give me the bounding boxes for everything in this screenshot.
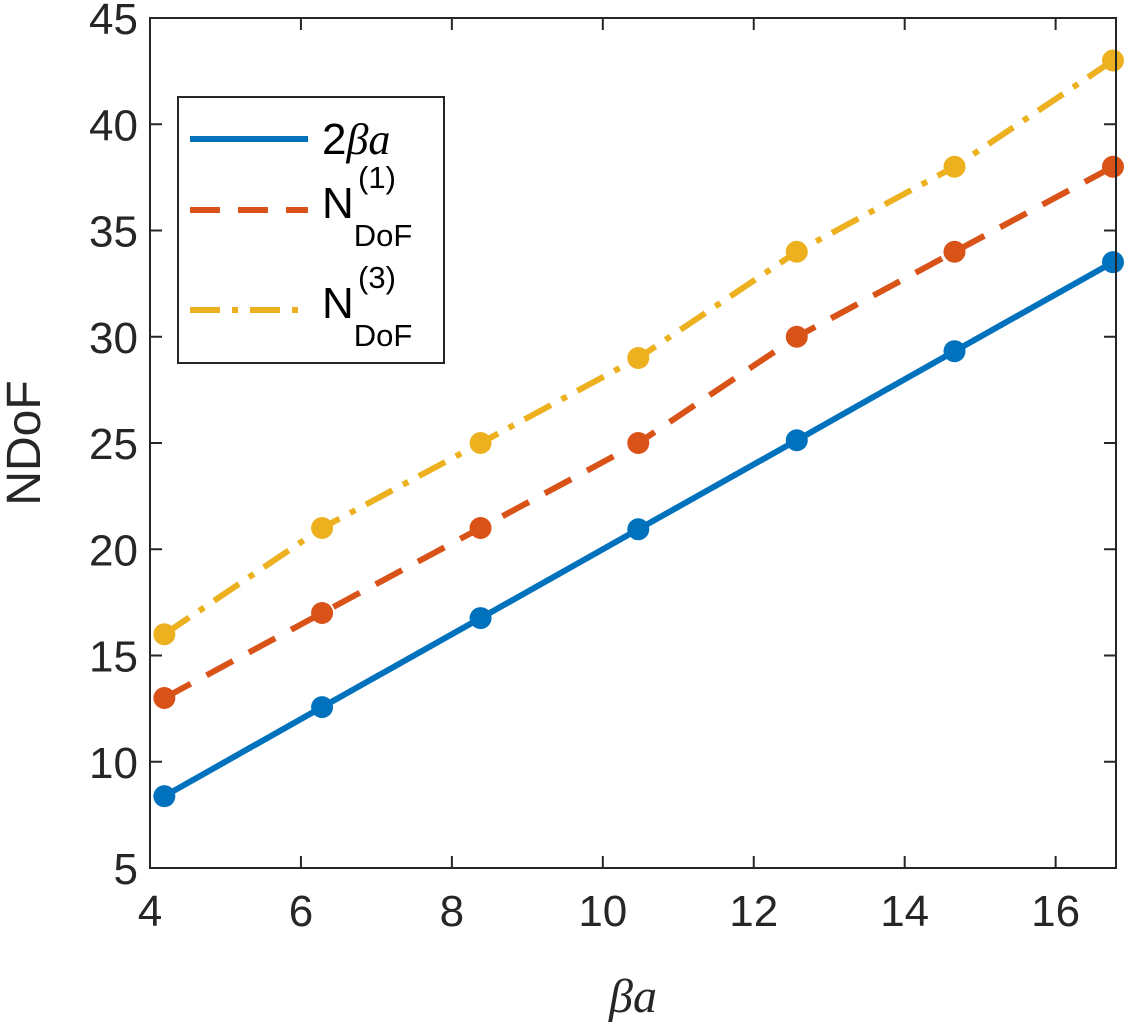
y-tick-label: 15 xyxy=(89,633,138,682)
series-0-point xyxy=(153,785,176,808)
series-2-point xyxy=(153,623,176,646)
x-tick-label: 10 xyxy=(578,887,627,936)
series-2-point xyxy=(469,432,492,454)
x-axis-ticks: 4 6 8 10 12 14 16 xyxy=(138,18,1080,936)
series-2-point xyxy=(1101,49,1124,72)
series-1-point xyxy=(943,240,966,263)
y-axis-title: NDoF xyxy=(0,380,51,505)
series-1-point xyxy=(469,517,492,539)
series-1-point xyxy=(785,325,808,348)
legend-entry-ndof-1: NDoF(1) xyxy=(322,160,412,253)
series-1-point xyxy=(627,432,650,454)
series-0-point xyxy=(943,340,966,363)
y-tick-label: 40 xyxy=(89,101,138,150)
series-2-point xyxy=(627,347,650,369)
series-0-point xyxy=(469,607,492,630)
series-2-point xyxy=(785,240,808,263)
y-tick-label: 10 xyxy=(89,739,138,788)
y-tick-label: 35 xyxy=(89,208,138,257)
legend: 2βa NDoF(1) NDoF(3) xyxy=(177,96,445,364)
series-layer xyxy=(153,49,1124,808)
series-0-point xyxy=(627,518,650,541)
series-1-point xyxy=(311,602,334,624)
x-tick-label: 14 xyxy=(880,887,929,936)
x-tick-label: 16 xyxy=(1031,887,1080,936)
series-1-point xyxy=(1101,155,1124,178)
series-0-point xyxy=(311,696,334,719)
y-tick-label: 45 xyxy=(89,0,138,44)
x-tick-label: 12 xyxy=(729,887,778,936)
x-tick-label: 8 xyxy=(440,887,464,936)
y-axis-ticks: 5 10 15 20 25 30 35 40 45 xyxy=(89,0,1116,894)
legend-entry-ndof-3: NDoF(3) xyxy=(322,260,412,353)
y-tick-label: 25 xyxy=(89,420,138,469)
series-2-point xyxy=(311,517,334,539)
series-2-point xyxy=(943,155,966,178)
series-0-point xyxy=(785,429,808,452)
y-tick-label: 30 xyxy=(89,314,138,363)
x-axis-title: βa xyxy=(608,970,657,1023)
x-tick-label: 4 xyxy=(138,887,162,936)
y-tick-label: 5 xyxy=(114,845,138,894)
legend-entry-2beta-a: 2βa xyxy=(322,115,390,164)
series-1-point xyxy=(153,687,176,709)
y-tick-label: 20 xyxy=(89,526,138,575)
x-tick-label: 6 xyxy=(289,887,313,936)
series-0-point xyxy=(1101,251,1124,274)
